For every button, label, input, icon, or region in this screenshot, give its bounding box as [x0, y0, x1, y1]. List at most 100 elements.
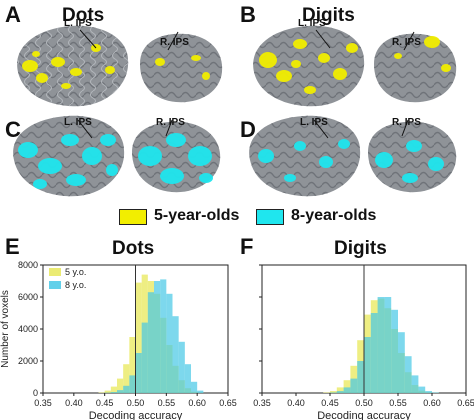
histogram-bar	[160, 279, 167, 393]
x-tick-label: 0.55	[158, 398, 176, 408]
histogram-bar	[364, 337, 371, 393]
histogram-bar	[123, 364, 130, 393]
histogram-bar	[336, 391, 344, 393]
brain-maps	[13, 25, 457, 197]
histogram-bar	[110, 392, 117, 393]
x-tick-label: 0.50	[127, 398, 145, 408]
histogram-bar	[398, 332, 405, 393]
y-tick-label: 2000	[18, 356, 38, 366]
histogram-bar	[377, 297, 385, 393]
legend-swatch-8-year-olds	[256, 209, 284, 225]
label-right-ips-c: R. IPS	[156, 117, 185, 128]
label-left-ips-d: L. IPS	[300, 117, 328, 128]
histogram-bar	[370, 313, 378, 393]
panel-title-digits: Digits	[302, 5, 355, 26]
brain-map-d	[249, 115, 457, 197]
right-hemisphere-a	[140, 33, 223, 103]
histogram-bar	[123, 385, 130, 393]
legend-label-5-year-olds: 5-year-olds	[154, 207, 240, 224]
left-hemisphere-d	[249, 115, 361, 197]
legend-entry: 8 y.o.	[65, 280, 86, 290]
label-left-ips-b: L. IPS	[298, 18, 326, 29]
histogram-bar	[425, 391, 432, 393]
histogram-bar	[404, 356, 412, 393]
x-tick-label: 0.60	[423, 398, 441, 408]
histogram-bar	[129, 337, 136, 393]
x-tick-label: 0.35	[34, 398, 52, 408]
right-hemisphere-b	[374, 33, 457, 103]
panel-letter-c: C	[5, 117, 21, 142]
legend-swatch-5-year-olds	[119, 209, 147, 225]
histogram-bar	[336, 387, 344, 393]
y-tick-label: 8000	[18, 260, 38, 270]
histogram-bar	[191, 381, 198, 393]
histogram-bar	[117, 378, 124, 393]
y-axis-label: Number of voxels	[0, 290, 11, 368]
histogram-bar	[343, 387, 351, 393]
legend-swatch	[49, 268, 61, 276]
x-tick-label: 0.60	[188, 398, 206, 408]
label-right-ips-d: R. IPS	[392, 117, 421, 128]
histogram-bar	[197, 390, 204, 393]
label-left-ips-a: L. IPS	[64, 18, 92, 29]
histograms: 0.35 0.40 0.45 0.50 0.55 0.60 0.65 0 2000 4000 600…	[0, 260, 474, 420]
histogram-bar	[330, 391, 337, 393]
legend-label-8-year-olds: 8-year-olds	[291, 207, 377, 224]
legend-entry: 5 y.o.	[65, 267, 86, 277]
x-tick-label: 0.55	[389, 398, 407, 408]
x-tick-label: 0.40	[65, 398, 83, 408]
brain-map-c	[13, 115, 221, 197]
y-tick-label: 0	[33, 388, 38, 398]
legend-swatch	[49, 281, 61, 289]
histogram-bar	[350, 378, 358, 393]
histogram-bar	[117, 390, 124, 393]
x-axis-label: Decoding accuracy	[89, 410, 183, 420]
left-hemisphere-c	[13, 115, 125, 197]
y-tick-label: 6000	[18, 292, 38, 302]
panel-title-dots: Dots	[62, 5, 105, 26]
histogram-bar	[384, 297, 392, 393]
panel-letter-f: F	[240, 234, 254, 259]
histogram-title-digits: Digits	[334, 238, 387, 259]
histogram-bar	[178, 341, 185, 393]
x-tick-label: 0.45	[96, 398, 114, 408]
histogram-bar	[357, 361, 364, 393]
label-left-ips-c: L. IPS	[64, 117, 92, 128]
left-hemisphere-b	[253, 25, 365, 107]
x-tick-label: 0.45	[321, 398, 339, 408]
left-ips-pointer-b	[315, 29, 331, 49]
right-ips-pointer-a	[167, 31, 179, 51]
right-hemisphere-c	[132, 121, 221, 193]
histogram-bar	[147, 292, 154, 393]
right-ips-pointer-b	[403, 31, 415, 51]
label-right-ips-b: R. IPS	[392, 37, 421, 48]
y-tick-label: 4000	[18, 324, 38, 334]
x-tick-label: 0.40	[287, 398, 305, 408]
brain-map-a	[17, 25, 223, 107]
panel-letter-a: A	[5, 2, 21, 27]
right-hemisphere-d	[368, 121, 457, 193]
panel-letter-d: D	[240, 117, 256, 142]
histogram-bar	[418, 386, 426, 393]
histogram-bar	[104, 390, 111, 393]
x-tick-label: 0.50	[355, 398, 373, 408]
x-tick-label: 0.65	[457, 398, 474, 408]
histogram-bar	[129, 375, 136, 393]
left-hemisphere-a	[17, 25, 129, 107]
histogram-title-dots: Dots	[112, 238, 155, 259]
histogram-bar	[154, 281, 161, 393]
label-right-ips-a: R. IPS	[160, 37, 189, 48]
x-tick-label: 0.35	[253, 398, 271, 408]
histogram-bar	[391, 309, 398, 393]
brain-map-b	[253, 25, 457, 107]
histogram-bar	[110, 386, 117, 393]
panel-letter-e: E	[5, 234, 20, 259]
histogram-bar	[135, 282, 142, 393]
histogram-bar	[135, 353, 142, 393]
x-tick-label: 0.65	[219, 398, 237, 408]
histogram-bar	[172, 316, 179, 393]
histogram-bar	[166, 293, 173, 393]
histogram-bar	[141, 322, 148, 393]
panel-letter-b: B	[240, 2, 256, 27]
histogram-bar	[411, 375, 419, 393]
